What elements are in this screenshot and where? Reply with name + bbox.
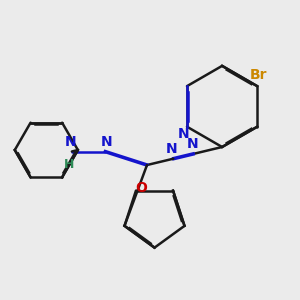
Text: N: N	[186, 137, 198, 151]
Text: N: N	[64, 135, 76, 149]
Text: O: O	[135, 181, 147, 195]
Text: Br: Br	[250, 68, 268, 82]
Text: N: N	[166, 142, 178, 156]
Text: N: N	[100, 135, 112, 149]
Text: H: H	[64, 158, 74, 171]
Text: N: N	[178, 127, 189, 141]
